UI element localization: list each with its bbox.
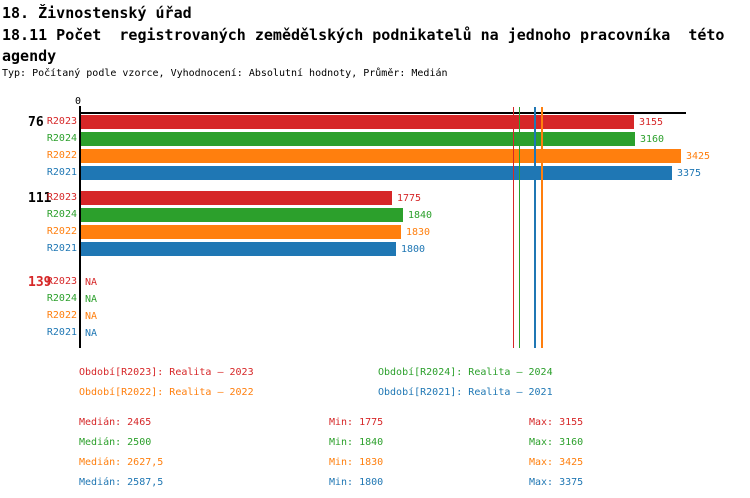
stat-max-r2023: Max: 3155 — [529, 417, 584, 428]
report-title: 18. Živnostenský úřad — [2, 4, 192, 22]
median-line-r2024 — [518, 107, 521, 348]
axis-zero-tick-label: 0 — [75, 96, 82, 107]
stat-median-r2022: Medián: 2627,5 — [79, 457, 164, 468]
bar-value-label: 3160 — [640, 134, 665, 145]
series-row-label: R2024 — [46, 133, 77, 144]
stat-max-r2024: Max: 3160 — [529, 437, 584, 448]
report-meta-line: Typ: Počítaný podle vzorce, Vyhodnocení:… — [2, 68, 448, 79]
value-bar — [81, 132, 635, 146]
report-subtitle-line1: 18.11 Počet registrovaných zemědělských … — [2, 26, 725, 44]
bar-value-label: 1800 — [401, 244, 426, 255]
legend-item-r2024: Období[R2024]: Realita – 2024 — [378, 367, 553, 378]
bar-value-label: 3155 — [639, 117, 664, 128]
series-row-label: R2021 — [46, 167, 77, 178]
bar-value-label: 1830 — [406, 227, 431, 238]
legend-item-r2021: Období[R2021]: Realita – 2021 — [378, 387, 553, 398]
y-axis-line — [79, 106, 81, 348]
series-row-label: R2024 — [46, 209, 77, 220]
stat-min-r2021: Min: 1800 — [329, 477, 384, 488]
value-bar — [81, 208, 403, 222]
value-bar — [81, 191, 392, 205]
value-bar — [81, 149, 681, 163]
legend-item-r2022: Období[R2022]: Realita – 2022 — [79, 387, 254, 398]
stat-median-r2021: Medián: 2587,5 — [79, 477, 164, 488]
group-label: 111 — [28, 191, 52, 206]
series-row-label: R2023 — [46, 192, 77, 203]
bar-chart: 0 76 R2023 3155 R2024 3160 R2022 3425 R2021 3375… — [28, 96, 711, 348]
series-row-label: R2024 — [46, 293, 77, 304]
value-bar — [81, 166, 672, 180]
series-row-label: R2021 — [46, 243, 77, 254]
bar-value-label: 3425 — [686, 151, 711, 162]
bar-na-label: NA — [85, 311, 98, 322]
bar-na-label: NA — [85, 328, 98, 339]
series-row-label: R2022 — [46, 226, 77, 237]
stat-min-r2022: Min: 1830 — [329, 457, 384, 468]
bar-value-label: 3375 — [677, 168, 702, 179]
report-subtitle-line2: agendy — [2, 47, 57, 65]
series-row-label: R2023 — [46, 276, 77, 287]
series-row-label: R2021 — [46, 327, 77, 338]
group-label: 139 — [28, 275, 52, 290]
x-axis-line — [79, 112, 686, 114]
value-bar — [81, 242, 396, 256]
value-bar — [81, 225, 401, 239]
series-row-label: R2023 — [46, 116, 77, 127]
stat-median-r2023: Medián: 2465 — [79, 417, 152, 428]
value-bar — [81, 115, 634, 129]
bar-value-label: 1775 — [397, 193, 422, 204]
stat-max-r2021: Max: 3375 — [529, 477, 584, 488]
bar-na-label: NA — [85, 294, 98, 305]
median-line-r2021 — [534, 107, 536, 348]
bar-na-label: NA — [85, 277, 98, 288]
stat-min-r2024: Min: 1840 — [329, 437, 384, 448]
stat-min-r2023: Min: 1775 — [329, 417, 384, 428]
series-row-label: R2022 — [46, 150, 77, 161]
median-line-r2023 — [512, 107, 515, 348]
group-label: 76 — [28, 115, 44, 130]
median-line-r2022 — [541, 107, 543, 348]
stat-max-r2022: Max: 3425 — [529, 457, 584, 468]
legend-item-r2023: Období[R2023]: Realita – 2023 — [79, 367, 254, 378]
stat-median-r2024: Medián: 2500 — [79, 437, 152, 448]
series-row-label: R2022 — [46, 310, 77, 321]
bar-value-label: 1840 — [408, 210, 433, 221]
